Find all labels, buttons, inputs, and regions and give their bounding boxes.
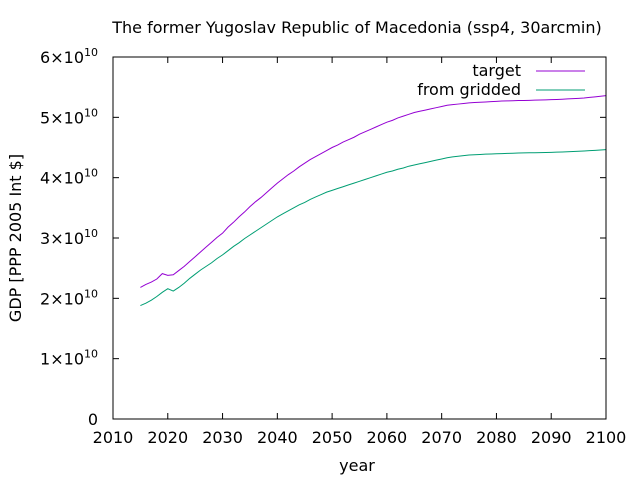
y-tick-label: 3×1010 xyxy=(40,227,98,248)
y-tick-label: 5×1010 xyxy=(40,106,98,127)
x-tick-label: 2020 xyxy=(147,428,188,447)
legend-label-1: from gridded xyxy=(417,80,521,99)
x-tick-label: 2060 xyxy=(367,428,408,447)
x-tick-label: 2030 xyxy=(202,428,243,447)
y-axis-label: GDP [PPP 2005 Int $] xyxy=(6,154,25,322)
y-tick-label: 2×1010 xyxy=(40,287,98,308)
legend-label-0: target xyxy=(472,61,521,80)
chart-title: The former Yugoslav Republic of Macedoni… xyxy=(111,18,602,37)
x-tick-label: 2040 xyxy=(257,428,298,447)
x-axis-label: year xyxy=(339,456,375,475)
y-tick-label: 1×1010 xyxy=(40,348,98,369)
plot-frame xyxy=(112,56,607,420)
series-lines xyxy=(140,95,607,307)
x-axis-ticks: 2010 2020 2030 2040 2050 2060 2070 2080 2090 2100 xyxy=(93,57,627,447)
series-line-1 xyxy=(140,149,607,307)
y-tick-label: 0 xyxy=(88,410,98,429)
y-tick-label: 6×1010 xyxy=(40,46,98,67)
x-tick-label: 2050 xyxy=(312,428,353,447)
y-tick-label: 4×1010 xyxy=(40,167,98,188)
x-tick-label: 2010 xyxy=(93,428,134,447)
x-tick-label: 2090 xyxy=(531,428,572,447)
x-tick-label: 2070 xyxy=(421,428,462,447)
x-tick-label: 2100 xyxy=(586,428,627,447)
y-axis-ticks: 0 1×1010 2×1010 3×1010 4×1010 5×1010 6×1010 xyxy=(40,46,606,429)
series-line-0 xyxy=(140,95,607,288)
x-tick-label: 2080 xyxy=(476,428,517,447)
